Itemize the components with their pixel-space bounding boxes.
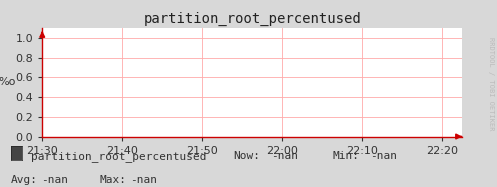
Text: RRDTOOL / TOBI OETIKER: RRDTOOL / TOBI OETIKER (488, 37, 494, 131)
Text: Avg:: Avg: (11, 174, 38, 185)
Text: -nan: -nan (271, 151, 298, 161)
Title: partition_root_percentused: partition_root_percentused (143, 11, 361, 26)
Text: Min:: Min: (333, 151, 360, 161)
Text: -nan: -nan (41, 174, 68, 185)
Y-axis label: %o: %o (0, 77, 16, 87)
Text: partition_root_percentused: partition_root_percentused (31, 151, 206, 162)
Text: Now:: Now: (234, 151, 260, 161)
Text: Max:: Max: (99, 174, 126, 185)
Text: -nan: -nan (370, 151, 397, 161)
Text: -nan: -nan (130, 174, 157, 185)
